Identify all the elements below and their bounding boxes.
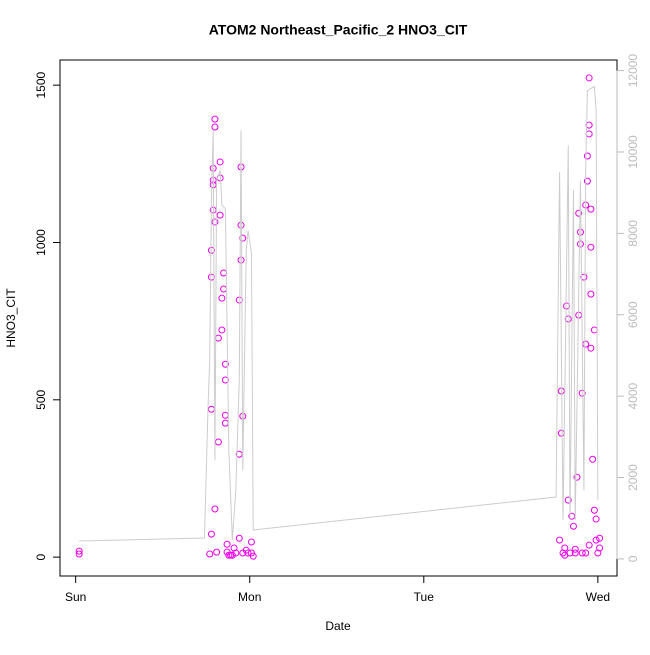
data-point	[576, 240, 584, 248]
data-point	[583, 177, 591, 185]
y2-tick-label: 8000	[626, 220, 640, 247]
data-point	[596, 544, 604, 552]
data-point	[216, 211, 224, 219]
y2-tick-label: 2000	[626, 464, 640, 491]
x-tick-label: Mon	[238, 590, 261, 604]
data-point	[239, 234, 247, 242]
data-point	[221, 360, 229, 368]
data-point	[207, 246, 215, 254]
plot-box	[59, 59, 618, 577]
data-point	[573, 473, 581, 481]
y2-tick-label: 10000	[626, 135, 640, 169]
data-point	[587, 344, 595, 352]
data-point	[221, 411, 229, 419]
data-point	[221, 376, 229, 384]
x-tick-label: Wed	[586, 590, 610, 604]
data-point	[237, 256, 245, 264]
data-point	[249, 552, 257, 560]
data-point	[587, 243, 595, 251]
data-point	[583, 152, 591, 160]
y2-tick-label: 0	[626, 555, 640, 562]
data-point	[578, 549, 586, 557]
data-point	[216, 158, 224, 166]
data-point	[569, 522, 577, 530]
data-point	[223, 540, 231, 548]
data-point	[214, 334, 222, 342]
data-point	[220, 285, 228, 293]
data-point	[561, 551, 569, 559]
data-point	[75, 547, 83, 555]
data-point	[561, 544, 569, 552]
data-point	[207, 530, 215, 538]
data-point	[585, 130, 593, 138]
data-point	[75, 550, 83, 558]
data-point	[576, 228, 584, 236]
data-point	[211, 123, 219, 131]
data-point	[206, 550, 214, 558]
data-point	[571, 545, 579, 553]
data-point	[575, 209, 583, 217]
y2-tick-label: 4000	[626, 382, 640, 409]
data-point	[235, 534, 243, 542]
data-point	[232, 549, 240, 557]
data-point	[592, 536, 600, 544]
data-point	[582, 549, 590, 557]
chart-title: ATOM2 Northeast_Pacific_2 HNO3_CIT	[209, 22, 468, 38]
data-point	[213, 548, 221, 556]
data-line	[79, 85, 599, 542]
data-point	[564, 496, 572, 504]
y-axis-label: HNO3_CIT	[4, 288, 18, 348]
data-point	[578, 389, 586, 397]
y2-tick-label: 12000	[626, 54, 640, 88]
x-tick-label: Tue	[414, 590, 435, 604]
data-point	[589, 455, 597, 463]
data-point	[571, 549, 579, 557]
data-point	[564, 315, 572, 323]
data-point	[596, 534, 604, 542]
data-point	[244, 549, 252, 557]
data-point	[211, 218, 219, 226]
y2-tick-label: 6000	[626, 301, 640, 328]
data-point	[590, 326, 598, 334]
data-point	[247, 538, 255, 546]
data-point	[214, 438, 222, 446]
data-point	[592, 515, 600, 523]
data-point	[582, 340, 590, 348]
data-point	[211, 505, 219, 513]
x-axis-label: Date	[325, 619, 351, 633]
data-point	[580, 273, 588, 281]
data-point	[585, 74, 593, 82]
y-tick-label: 0	[34, 553, 48, 560]
data-point	[211, 115, 219, 123]
data-point	[556, 536, 564, 544]
data-point	[587, 290, 595, 298]
y-tick-label: 500	[34, 389, 48, 409]
data-point	[220, 269, 228, 277]
y-tick-label: 1000	[34, 229, 48, 256]
data-point	[207, 405, 215, 413]
data-point	[590, 506, 598, 514]
data-point	[218, 294, 226, 302]
y-tick-label: 1500	[34, 72, 48, 99]
data-point	[221, 419, 229, 427]
data-point	[228, 551, 236, 559]
data-point	[218, 326, 226, 334]
data-point	[557, 429, 565, 437]
data-point	[587, 205, 595, 213]
x-tick-label: Sun	[65, 590, 86, 604]
data-point	[585, 541, 593, 549]
